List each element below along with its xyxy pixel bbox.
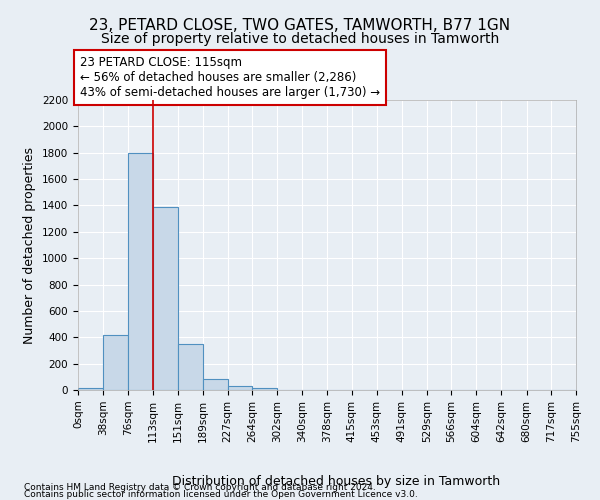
- Text: Contains HM Land Registry data © Crown copyright and database right 2024.: Contains HM Land Registry data © Crown c…: [24, 484, 376, 492]
- Text: Contains public sector information licensed under the Open Government Licence v3: Contains public sector information licen…: [24, 490, 418, 499]
- Bar: [203, 380, 228, 390]
- Bar: [252, 388, 277, 390]
- Text: 23, PETARD CLOSE, TWO GATES, TAMWORTH, B77 1GN: 23, PETARD CLOSE, TWO GATES, TAMWORTH, B…: [89, 18, 511, 32]
- Bar: [228, 386, 252, 390]
- Bar: [78, 388, 103, 390]
- Y-axis label: Number of detached properties: Number of detached properties: [23, 146, 37, 344]
- Text: 23 PETARD CLOSE: 115sqm
← 56% of detached houses are smaller (2,286)
43% of semi: 23 PETARD CLOSE: 115sqm ← 56% of detache…: [80, 56, 380, 100]
- Bar: [128, 152, 152, 390]
- Text: Distribution of detached houses by size in Tamworth: Distribution of detached houses by size …: [172, 474, 500, 488]
- Bar: [103, 334, 128, 390]
- Text: Size of property relative to detached houses in Tamworth: Size of property relative to detached ho…: [101, 32, 499, 46]
- Bar: [178, 344, 203, 390]
- Bar: [152, 207, 178, 390]
